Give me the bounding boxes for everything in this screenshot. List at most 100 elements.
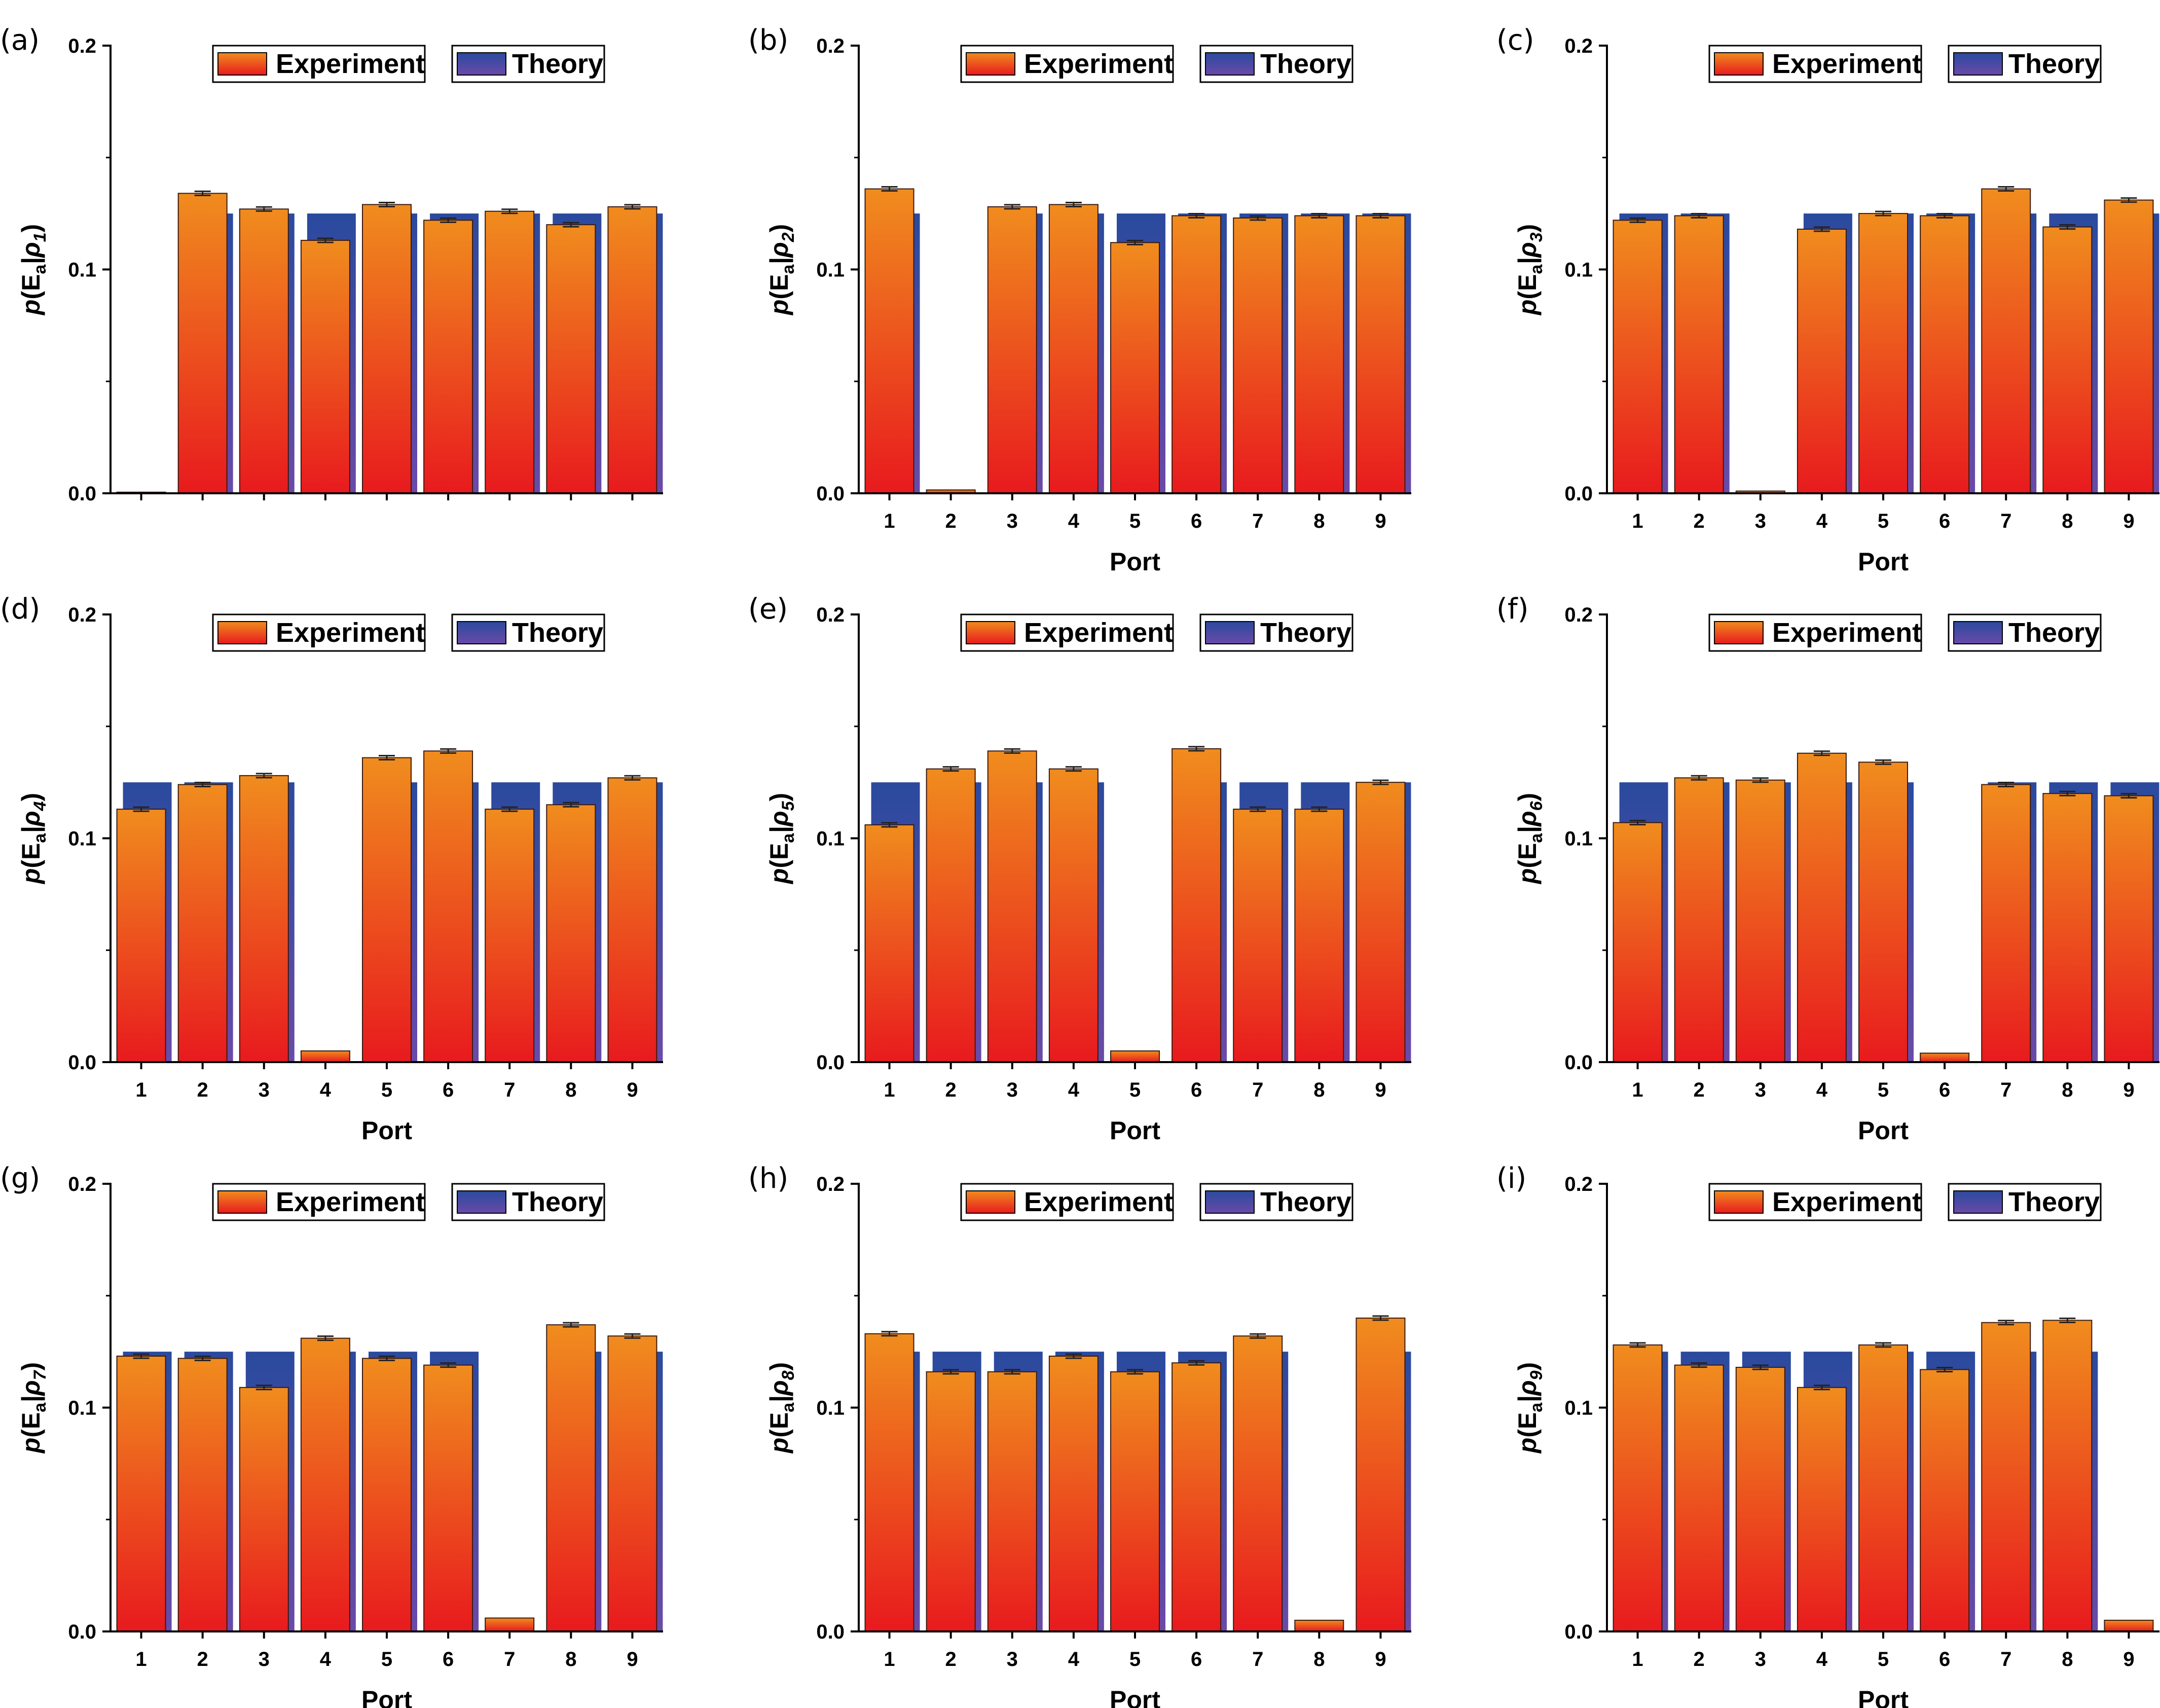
experiment-bar: [239, 208, 289, 494]
y-tick-label: 0.2: [816, 35, 845, 57]
legend-swatch-experiment: [217, 1190, 267, 1214]
y-tick-label: 0.2: [1564, 35, 1593, 57]
error-bar: [2059, 224, 2076, 230]
y-title-open: (E: [17, 843, 45, 868]
x-tick-label: 8: [1313, 1648, 1325, 1670]
error-bar: [1936, 213, 1953, 219]
legend: Experiment Theory: [212, 45, 605, 83]
experiment-bar: [1674, 1364, 1724, 1632]
y-tick-label: 0.1: [816, 1397, 845, 1420]
y-title-close: ): [1513, 224, 1542, 233]
experiment-bar: [1797, 229, 1847, 494]
y-tick-label: 0.2: [1564, 1173, 1593, 1195]
legend-swatch-theory: [457, 52, 506, 76]
error-bar: [1998, 782, 2015, 788]
experiment-bar: [546, 804, 596, 1063]
x-tick-label: 2: [1694, 1648, 1705, 1670]
panel-9: (i)0.00.10.21 2 3 4 5 6 7 8 9Portp(Ea|ρ9)Experim…: [1496, 1162, 2159, 1708]
experiment-bar: [1356, 1317, 1406, 1632]
error-bar: [194, 782, 211, 788]
experiment-bar: [1981, 1322, 2031, 1632]
y-title-sub: a: [779, 264, 798, 274]
error-bar: [1813, 1385, 1830, 1391]
experiment-bar: [607, 777, 657, 1063]
error-bar: [255, 1385, 272, 1391]
experiment-bar: [1110, 242, 1160, 494]
x-tick-label: 7: [2000, 510, 2011, 532]
error-bar: [942, 766, 959, 772]
x-tick-label: 6: [1191, 1079, 1202, 1101]
panel-label: (b): [748, 24, 788, 57]
y-tick-label: 0.1: [816, 828, 845, 850]
experiment-bar: [864, 824, 914, 1063]
legend: Experiment Theory: [960, 613, 1353, 652]
legend-swatch-experiment: [966, 621, 1015, 644]
experiment-bar: [1294, 1619, 1344, 1632]
y-title-rho: |ρ: [1513, 811, 1542, 833]
y-title-sub: a: [30, 833, 50, 843]
experiment-bar: [300, 240, 350, 494]
y-title-p: p: [17, 300, 45, 316]
legend-swatch-experiment: [1714, 1190, 1764, 1214]
y-tick-label: 0.1: [1564, 259, 1593, 281]
legend-swatch-experiment: [217, 621, 267, 644]
y-title-close: ): [17, 793, 45, 802]
x-tick-label: 6: [443, 1648, 454, 1670]
experiment-bar: [1797, 752, 1847, 1063]
x-tick-label: 3: [259, 1648, 270, 1670]
y-tick-label: 0.1: [1564, 1397, 1593, 1420]
x-tick-label: 8: [565, 1079, 576, 1101]
error-bar: [1250, 806, 1266, 812]
x-tick-label: 6: [443, 1079, 454, 1101]
experiment-bar: [1356, 782, 1406, 1063]
error-bar: [379, 755, 395, 761]
x-tick-label: 1: [884, 1079, 895, 1101]
experiment-bar: [2042, 793, 2093, 1063]
legend-label-theory: Theory: [2008, 49, 2100, 79]
x-tick-label: 1: [1632, 1648, 1643, 1670]
panel-3: (c)0.00.10.21 2 3 4 5 6 7 8 9Portp(Ea|ρ3)Experim…: [1496, 24, 2159, 576]
error-bar: [440, 748, 457, 754]
error-bar: [317, 1335, 334, 1341]
y-title-index: 6: [1527, 801, 1546, 811]
experiment-bar: [1674, 777, 1724, 1063]
x-tick-label: 1: [135, 1648, 147, 1670]
x-tick-label: 6: [1939, 510, 1950, 532]
experiment-bar: [239, 1387, 289, 1632]
error-bar: [942, 1369, 959, 1375]
error-bar: [1691, 1362, 1707, 1368]
y-axis-title: p(Ea|ρ7): [17, 1362, 50, 1454]
experiment-bar: [1858, 761, 1908, 1063]
error-bar: [501, 208, 518, 214]
error-bar: [133, 1353, 150, 1359]
experiment-bar: [362, 1358, 412, 1632]
panel-label: (a): [0, 24, 40, 57]
y-title-p: p: [17, 868, 45, 885]
x-tick-label: 3: [259, 1079, 270, 1101]
y-title-rho: |ρ: [765, 1380, 793, 1402]
experiment-bar: [1735, 779, 1785, 1063]
error-bar: [1998, 186, 2015, 192]
experiment-bar: [1735, 1367, 1785, 1632]
experiment-bar: [926, 1371, 976, 1632]
legend-label-experiment: Experiment: [1772, 49, 1921, 79]
panel-label: (c): [1496, 24, 1534, 57]
y-title-p: p: [765, 1438, 793, 1455]
error-bar: [1875, 759, 1891, 765]
experiment-bar: [1613, 220, 1663, 494]
experiment-bar: [1171, 748, 1222, 1063]
y-tick-label: 0.2: [68, 35, 96, 57]
x-tick-label: 2: [1694, 510, 1705, 532]
experiment-bar: [1171, 1362, 1222, 1632]
x-tick-label: 3: [1755, 510, 1766, 532]
y-tick-label: 0.0: [68, 483, 96, 505]
x-tick-label: 2: [197, 1079, 208, 1101]
y-title-rho: |ρ: [765, 811, 793, 833]
error-bar: [317, 237, 334, 243]
y-axis-title: p(Ea|ρ6): [1513, 793, 1546, 885]
error-bar: [1188, 1360, 1205, 1366]
error-bar: [2059, 790, 2076, 796]
x-axis-title: Port: [1858, 548, 1909, 576]
experiment-bar: [546, 224, 596, 494]
x-tick-label: 8: [2062, 1648, 2073, 1670]
